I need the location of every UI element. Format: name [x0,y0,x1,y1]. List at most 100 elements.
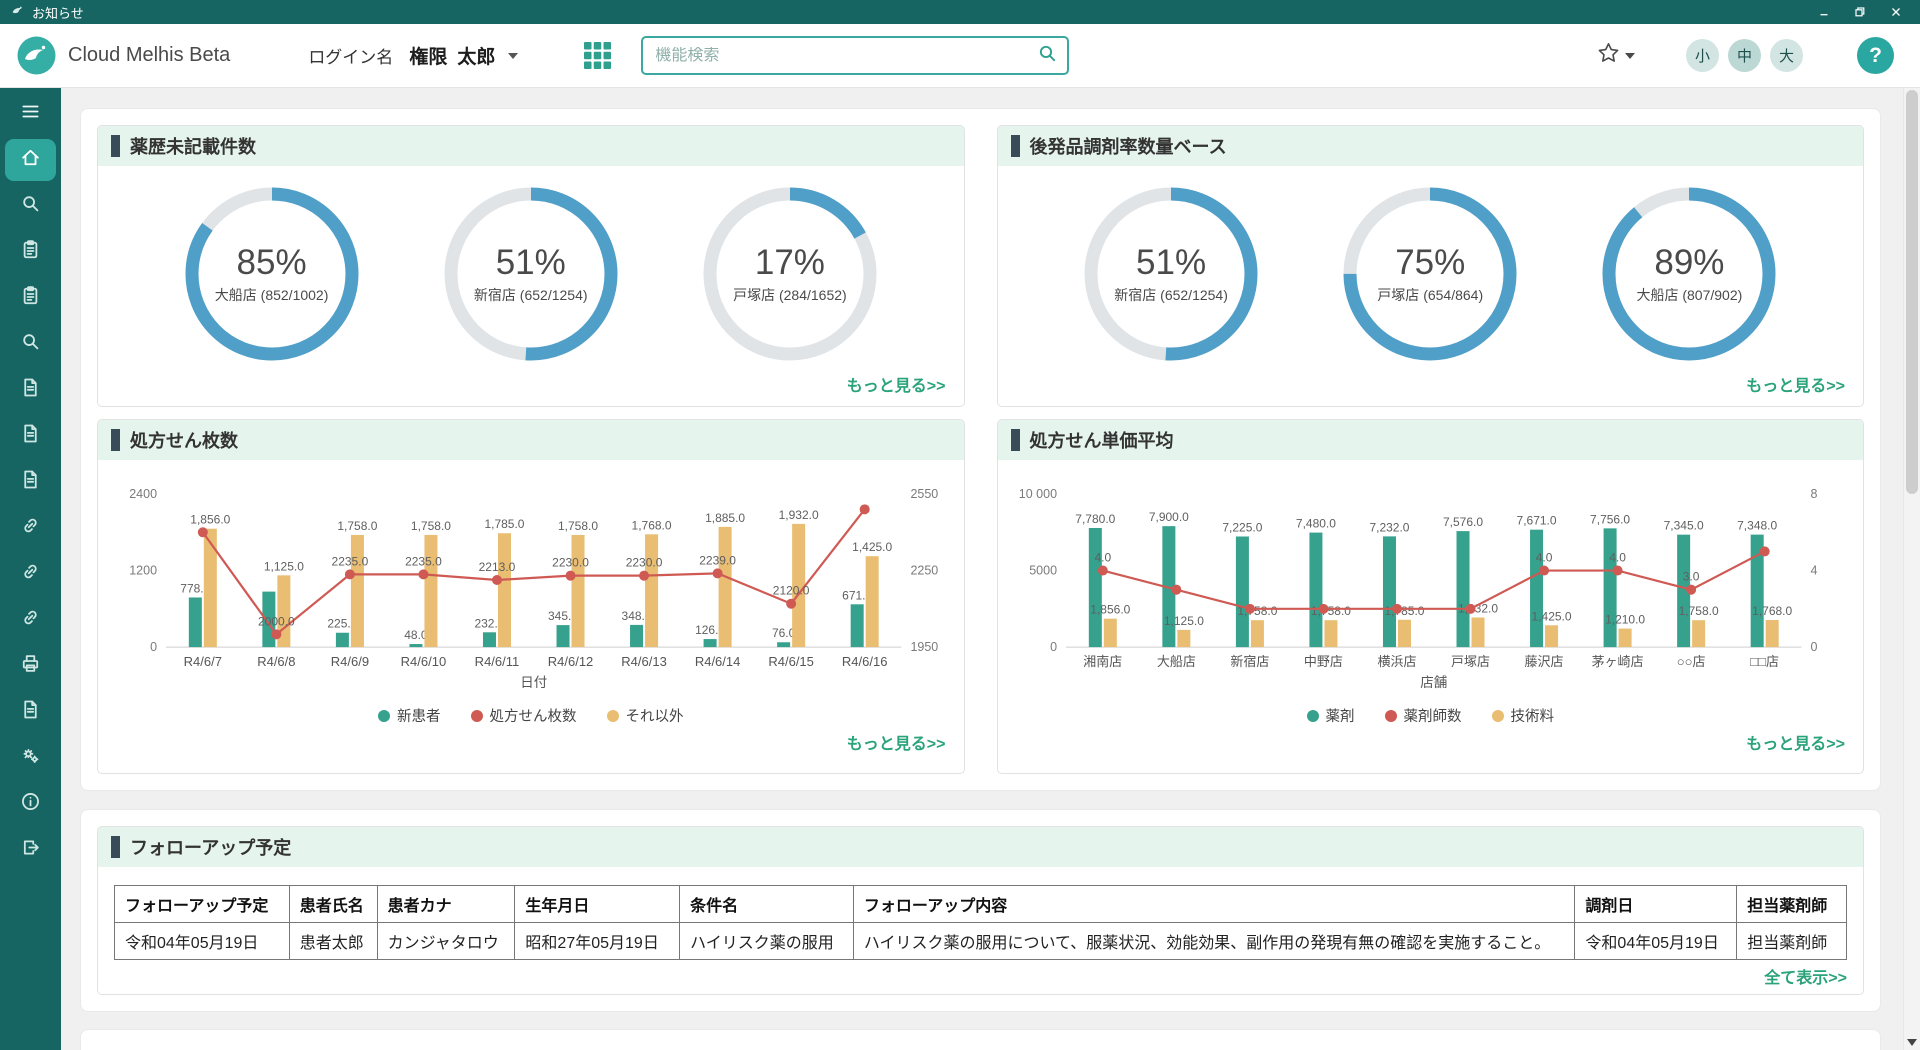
legend-item[interactable]: 技術料 [1491,705,1555,726]
more-link[interactable]: もっと見る>> [1746,378,1845,395]
info-icon [20,791,41,817]
sidebar-item-clipboard[interactable] [0,275,61,321]
menu-icon [20,101,41,127]
font-size-small-button[interactable]: 小 [1686,39,1719,72]
svg-text:4.0: 4.0 [1609,551,1626,565]
svg-text:R4/6/10: R4/6/10 [401,654,447,669]
sidebar-item-settings[interactable] [0,735,61,781]
font-size-large-button[interactable]: 大 [1770,39,1803,72]
app-bird-icon [10,3,25,21]
svg-text:1,425.0: 1,425.0 [852,540,892,554]
donut-percent: 85% [236,243,307,282]
donut-gauge: 51% 新宿店 (652/1254) [440,183,622,365]
svg-text:1,125.0: 1,125.0 [1163,614,1203,628]
legend-item[interactable]: 薬剤 [1306,705,1355,726]
svg-text:1,758.0: 1,758.0 [1310,604,1350,618]
svg-text:0: 0 [1050,640,1057,654]
chart-legend: 薬剤 薬剤師数 技術料 [1008,703,1854,726]
rx-price-chart: 0 5000 10 000 0 4 8 7,780.0 7,900.0 7,225.0 7,480… [1018,487,1817,690]
restore-icon[interactable] [1842,0,1878,24]
svg-text:1,932.0: 1,932.0 [779,508,819,522]
legend-marker [1384,709,1397,722]
sidebar-item-link[interactable] [0,597,61,643]
legend-item[interactable]: 処方せん枚数 [470,705,577,726]
more-link[interactable]: もっと見る>> [1746,736,1845,754]
main-content: 薬歴未記載件数 85% 大船店 (852/1002) 51% 新宿店 (652/125… [61,88,1903,1050]
donut-group: 51% 新宿店 (652/1254) 75% 戸塚店 (654/864) 89% 大船店 … [998,166,1864,368]
sidebar-item-search[interactable] [0,321,61,367]
legend-item[interactable]: 薬剤師数 [1384,705,1462,726]
legend-marker [378,709,390,722]
sidebar-item-printer[interactable] [0,643,61,689]
legend-item[interactable]: それ以外 [606,705,684,726]
svg-text:1,768.0: 1,768.0 [1752,604,1792,618]
minimize-icon[interactable] [1806,0,1842,24]
card-followup-header: フォローアップ予定 [98,827,1863,867]
sidebar-item-link[interactable] [0,551,61,597]
function-search-input[interactable] [655,46,1039,65]
card-rx-count: 処方せん枚数 0 1200 2400 1950 2250 2550 778.0 225.0 48… [97,419,965,774]
legend-item[interactable]: 新患者 [378,705,441,726]
svg-text:R4/6/12: R4/6/12 [548,654,594,669]
more-link[interactable]: もっと見る>> [846,378,946,395]
favorites-menu[interactable] [1596,41,1635,70]
donut-ring [1084,187,1258,361]
sidebar-item-document[interactable] [0,367,61,413]
scroll-down-arrow-icon[interactable] [1904,1034,1920,1050]
followup-cell: 患者太郎 [288,922,378,960]
svg-text:2400: 2400 [129,487,157,501]
followup-cell: カンジャタロウ [376,922,516,960]
sidebar-item-document[interactable] [0,459,61,505]
font-size-medium-button[interactable]: 中 [1728,39,1761,72]
login-dropdown-caret-icon[interactable] [508,52,519,59]
svg-text:茅ヶ崎店: 茅ヶ崎店 [1591,654,1643,669]
settings-icon [20,745,41,771]
svg-text:7,576.0: 7,576.0 [1442,515,1482,529]
more-link[interactable]: もっと見る>> [846,736,946,754]
link-icon [20,515,41,541]
chart-area: 0 5000 10 000 0 4 8 7,780.0 7,900.0 7,225.0 7,480… [998,460,1864,726]
search-icon [20,193,41,219]
svg-text:R4/6/8: R4/6/8 [257,654,295,669]
svg-text:7,780.0: 7,780.0 [1075,512,1115,526]
sidebar-item-search[interactable] [0,183,61,229]
followup-header-cell: フォローアップ内容 [852,885,1576,923]
svg-text:1,785.0: 1,785.0 [484,517,524,531]
sidebar-item-document[interactable] [0,689,61,735]
donut-ring [444,187,618,361]
svg-text:大船店: 大船店 [1156,654,1195,669]
donut-gauge: 85% 大船店 (852/1002) [181,183,363,365]
svg-text:R4/6/7: R4/6/7 [184,654,222,669]
app-grid-menu-icon[interactable] [584,42,612,69]
sidebar-item-link[interactable] [0,505,61,551]
card-title: フォローアップ予定 [130,838,292,858]
sidebar-item-home[interactable] [5,139,56,181]
sidebar-nav [0,88,61,1050]
sidebar-item-document[interactable] [0,413,61,459]
body: 薬歴未記載件数 85% 大船店 (852/1002) 51% 新宿店 (652/125… [0,88,1920,1050]
donut-percent: 89% [1654,243,1725,282]
donut-center: 89% 大船店 (807/902) [1598,183,1780,365]
svg-text:1,425.0: 1,425.0 [1531,609,1571,623]
legend-label: 技術料 [1510,709,1555,726]
vertical-scrollbar[interactable] [1903,88,1920,1050]
search-icon[interactable] [1038,44,1057,68]
help-button[interactable]: ? [1857,37,1894,74]
svg-text:0: 0 [150,640,157,654]
legend-marker [606,709,619,722]
card-med-history: 薬歴未記載件数 85% 大船店 (852/1002) 51% 新宿店 (652/125… [97,125,965,407]
followup-header-row: フォローアップ予定 患者氏名 患者カナ 生年月日 条件名 フォローアップ内容 調剤日 担当薬剤… [114,885,1847,923]
close-icon[interactable] [1878,0,1914,24]
scrollbar-thumb[interactable] [1906,90,1918,495]
sidebar-item-info[interactable] [0,781,61,827]
svg-text:232.0: 232.0 [474,616,504,630]
sidebar-item-logout[interactable] [0,827,61,873]
show-all-link[interactable]: 全て表示>> [1764,970,1847,987]
followup-header-cell: 生年月日 [514,885,681,923]
svg-text:7,232.0: 7,232.0 [1369,520,1409,534]
sidebar-item-menu[interactable] [0,91,61,137]
card-rx-price-header: 処方せん単価平均 [997,420,1863,460]
sidebar-item-clipboard[interactable] [0,229,61,275]
svg-text:778.0: 778.0 [180,581,210,595]
